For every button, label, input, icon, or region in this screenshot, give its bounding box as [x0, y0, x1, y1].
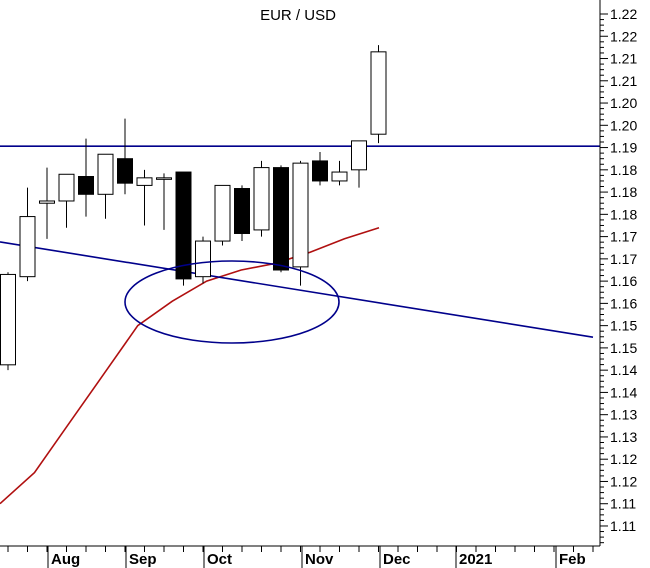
trend-lines-layer: [0, 145, 600, 339]
bearish-candle: [117, 158, 133, 184]
y-tick-label: 1.19: [610, 140, 637, 156]
bullish-candle: [351, 140, 367, 171]
y-tick-label: 1.18: [610, 184, 637, 200]
bullish-candle: [292, 162, 309, 268]
bearish-candle: [78, 175, 94, 195]
y-tick-label: 1.14: [610, 362, 637, 378]
y-tick-label: 1.14: [610, 384, 637, 400]
moving-average-line: [0, 226, 380, 505]
x-tick-label: Feb: [559, 551, 586, 568]
bearish-candle: [273, 167, 289, 271]
y-tick-label: 1.22: [610, 6, 637, 22]
y-tick-label: 1.18: [610, 162, 637, 178]
x-tick-label: Sep: [129, 551, 157, 568]
bullish-candle: [195, 240, 211, 278]
y-tick-label: 1.17: [610, 229, 637, 245]
x-tick-label: Oct: [207, 551, 232, 568]
moving-average-layer: [0, 226, 380, 505]
y-tick-label: 1.21: [610, 73, 637, 89]
y-tick-label: 1.17: [610, 251, 637, 267]
bearish-candle: [175, 171, 192, 280]
y-tick-label: 1.20: [610, 95, 637, 111]
annotation-layer: [124, 260, 340, 344]
y-tick-label: 1.18: [610, 206, 637, 222]
y-axis: 1.22 1.22 1.21 1.21 1.20 1.20 1.19 1.18 1.18 1.18…: [600, 6, 637, 544]
y-tick-label: 1.16: [610, 273, 637, 289]
bullish-candle: [331, 171, 348, 182]
bullish-candle: [136, 177, 153, 186]
y-tick-label: 1.21: [610, 51, 637, 67]
x-axis: Aug Sep Oct Nov Dec 2021 Feb: [7, 546, 594, 568]
y-tick-label: 1.15: [610, 340, 637, 356]
x-tick-label: Nov: [305, 551, 334, 568]
chart-title: EUR / USD: [260, 7, 336, 24]
descending-trend-line: [0, 241, 594, 339]
y-tick-label: 1.20: [610, 117, 637, 133]
y-tick-label: 1.15: [610, 318, 637, 334]
x-tick-label: 2021: [459, 551, 492, 568]
y-tick-label: 1.11: [610, 496, 636, 512]
bullish-candle: [214, 184, 231, 242]
x-tick-label: Aug: [51, 551, 80, 568]
bullish-candle: [253, 167, 270, 231]
annotation-ellipse: [124, 260, 340, 344]
x-tick-label: Dec: [383, 551, 411, 568]
y-tick-label: 1.13: [610, 407, 637, 423]
bullish-candle: [19, 216, 36, 278]
bearish-candle: [234, 188, 250, 234]
bullish-candle: [156, 177, 172, 180]
bullish-candle: [370, 51, 387, 135]
y-tick-label: 1.11: [610, 518, 636, 534]
bullish-candle: [39, 200, 55, 204]
bullish-candle: [97, 153, 114, 195]
y-tick-label: 1.16: [610, 295, 637, 311]
candles-layer: [0, 45, 387, 371]
y-tick-label: 1.12: [610, 451, 637, 467]
bullish-candle: [58, 173, 75, 202]
y-tick-label: 1.13: [610, 429, 637, 445]
y-tick-label: 1.22: [610, 28, 637, 44]
bearish-candle: [312, 160, 328, 182]
y-tick-label: 1.12: [610, 473, 637, 489]
bullish-candle: [0, 273, 16, 366]
